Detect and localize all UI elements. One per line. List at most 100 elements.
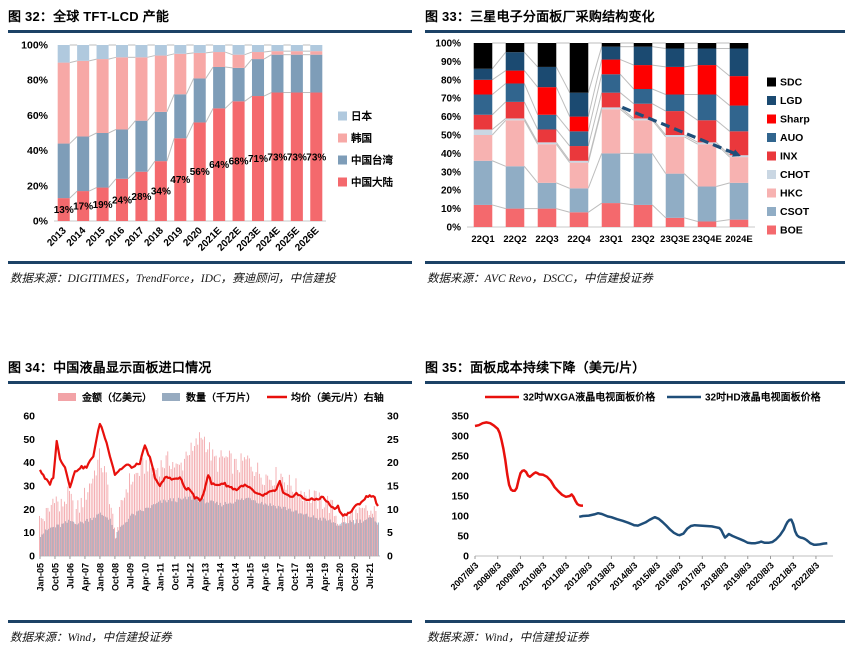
svg-text:32吋HD液晶电视面板价格: 32吋HD液晶电视面板价格 [705, 391, 822, 404]
svg-text:0: 0 [463, 551, 469, 563]
svg-text:5: 5 [387, 527, 393, 539]
svg-text:Oct-17: Oct-17 [290, 563, 300, 591]
svg-text:Jan-20: Jan-20 [335, 563, 345, 592]
svg-text:73%: 73% [287, 152, 307, 163]
svg-text:韩国: 韩国 [351, 132, 372, 145]
figure-35-bottom-rule [425, 620, 845, 623]
svg-text:30: 30 [387, 411, 399, 423]
svg-text:CSOT: CSOT [780, 206, 810, 218]
svg-text:中国大陆: 中国大陆 [351, 176, 393, 189]
svg-text:13%: 13% [54, 205, 74, 216]
svg-text:Apr-19: Apr-19 [320, 563, 330, 592]
svg-text:Oct-20: Oct-20 [350, 563, 360, 591]
svg-text:Apr-13: Apr-13 [200, 563, 210, 592]
svg-text:47%: 47% [170, 175, 190, 186]
svg-text:Jan-17: Jan-17 [275, 563, 285, 592]
svg-text:CHOT: CHOT [780, 169, 810, 181]
svg-text:Jul-06: Jul-06 [65, 563, 75, 589]
figure-32-title: 图 32：全球 TFT-LCD 产能 [8, 9, 170, 24]
svg-text:2014: 2014 [65, 225, 89, 249]
svg-text:Apr-16: Apr-16 [260, 563, 270, 592]
svg-text:2017: 2017 [123, 225, 147, 249]
svg-text:70%: 70% [441, 94, 461, 105]
figure-35-chart: 32吋WXGA液晶电视面板价格 32吋HD液晶电视面板价格 0 50 100 150 200… [449, 391, 833, 592]
svg-text:20: 20 [23, 504, 35, 516]
svg-text:20%: 20% [27, 180, 49, 192]
svg-text:100%: 100% [21, 40, 49, 52]
svg-text:80%: 80% [27, 75, 49, 87]
svg-text:22Q4: 22Q4 [567, 234, 591, 245]
svg-text:100: 100 [451, 511, 469, 523]
figure-32-source: 数据来源：DIGITIMES，TrendForce，IDC，赛迪顾问，中信建投 [10, 273, 336, 285]
legend: SDC LGD Sharp AUO INX CHOT HKC CSOT BOE [767, 77, 810, 237]
svg-text:AUO: AUO [780, 132, 803, 144]
svg-text:Oct-14: Oct-14 [230, 563, 240, 591]
svg-text:100%: 100% [435, 39, 461, 50]
svg-text:34%: 34% [151, 187, 171, 198]
figure-35-source: 数据来源：Wind，中信建投证券 [427, 632, 589, 644]
svg-text:20: 20 [387, 457, 399, 469]
svg-text:73%: 73% [267, 152, 287, 163]
svg-text:Jan-14: Jan-14 [215, 563, 225, 592]
figure-32-title-rule [8, 30, 412, 33]
svg-text:Jan-11: Jan-11 [155, 563, 165, 591]
trend-arrow [621, 105, 741, 157]
svg-text:BOE: BOE [780, 225, 803, 237]
svg-text:数量（千万片）: 数量（千万片） [186, 391, 256, 404]
svg-text:40%: 40% [27, 145, 49, 157]
svg-text:Jul-21: Jul-21 [365, 563, 375, 589]
svg-text:40: 40 [23, 457, 35, 469]
svg-text:60%: 60% [441, 112, 461, 123]
svg-text:22Q2: 22Q2 [503, 234, 526, 245]
figure-32-panel: 图 32：全球 TFT-LCD 产能 0% 20% 40% 60% 80% 100% 13%… [8, 6, 412, 286]
svg-text:50: 50 [457, 531, 469, 543]
svg-text:250: 250 [451, 451, 469, 463]
figure-33-title: 图 33：三星电子分面板厂采购结构变化 [425, 9, 655, 24]
svg-text:50: 50 [23, 434, 35, 446]
svg-text:50%: 50% [441, 131, 461, 142]
figure-34-title-rule [8, 381, 412, 384]
svg-text:25: 25 [387, 434, 399, 446]
figure-33-chart: 0% 10% 20% 30% 40% 50% 60% 70% 80% 90% 100% 22Q1 22Q… [435, 39, 810, 246]
avg-price-line [39, 422, 379, 517]
svg-text:23Q1: 23Q1 [599, 234, 623, 245]
svg-text:2019: 2019 [162, 225, 186, 249]
svg-text:73%: 73% [306, 152, 326, 163]
svg-text:28%: 28% [131, 192, 151, 203]
figure-35-title: 图 35：面板成本持续下降（美元/片） [425, 360, 646, 375]
svg-text:Jul-15: Jul-15 [245, 563, 255, 589]
svg-text:SDC: SDC [780, 77, 803, 89]
svg-text:200: 200 [451, 471, 469, 483]
svg-text:Sharp: Sharp [780, 114, 810, 126]
svg-text:15: 15 [387, 481, 399, 493]
svg-text:60%: 60% [27, 110, 49, 122]
figure-32-bottom-rule [8, 261, 412, 264]
svg-text:Oct-05: Oct-05 [50, 563, 60, 591]
svg-text:23Q4E: 23Q4E [692, 234, 722, 245]
price-line-1 [578, 511, 828, 547]
figure-34-chart: 金额（亿美元） 数量（千万片） 均价（美元/片）右轴 0 10 20 30 40 50 60 0 5 1… [23, 391, 399, 592]
svg-text:2015: 2015 [84, 225, 108, 249]
svg-text:23Q2: 23Q2 [631, 234, 654, 245]
svg-text:68%: 68% [229, 157, 249, 168]
svg-text:71%: 71% [248, 154, 268, 165]
svg-text:22Q1: 22Q1 [471, 234, 495, 245]
svg-text:Jan-08: Jan-08 [95, 563, 105, 592]
svg-text:20%: 20% [441, 186, 461, 197]
svg-text:均价（美元/片）右轴: 均价（美元/片）右轴 [291, 391, 384, 404]
series-connector-lines [491, 42, 731, 222]
svg-text:0: 0 [29, 551, 35, 563]
svg-text:2016: 2016 [104, 225, 128, 249]
svg-text:Oct-08: Oct-08 [110, 563, 120, 591]
svg-text:Apr-07: Apr-07 [80, 563, 90, 592]
svg-text:150: 150 [451, 491, 469, 503]
svg-text:23Q3E: 23Q3E [660, 234, 690, 245]
svg-text:10%: 10% [441, 204, 461, 215]
svg-text:LGD: LGD [780, 95, 803, 107]
svg-text:24%: 24% [112, 195, 132, 206]
svg-text:2013: 2013 [45, 225, 69, 249]
svg-text:Jul-12: Jul-12 [185, 563, 195, 589]
figure-33-bottom-rule [425, 261, 845, 264]
svg-text:金额（亿美元）: 金额（亿美元） [81, 391, 152, 404]
